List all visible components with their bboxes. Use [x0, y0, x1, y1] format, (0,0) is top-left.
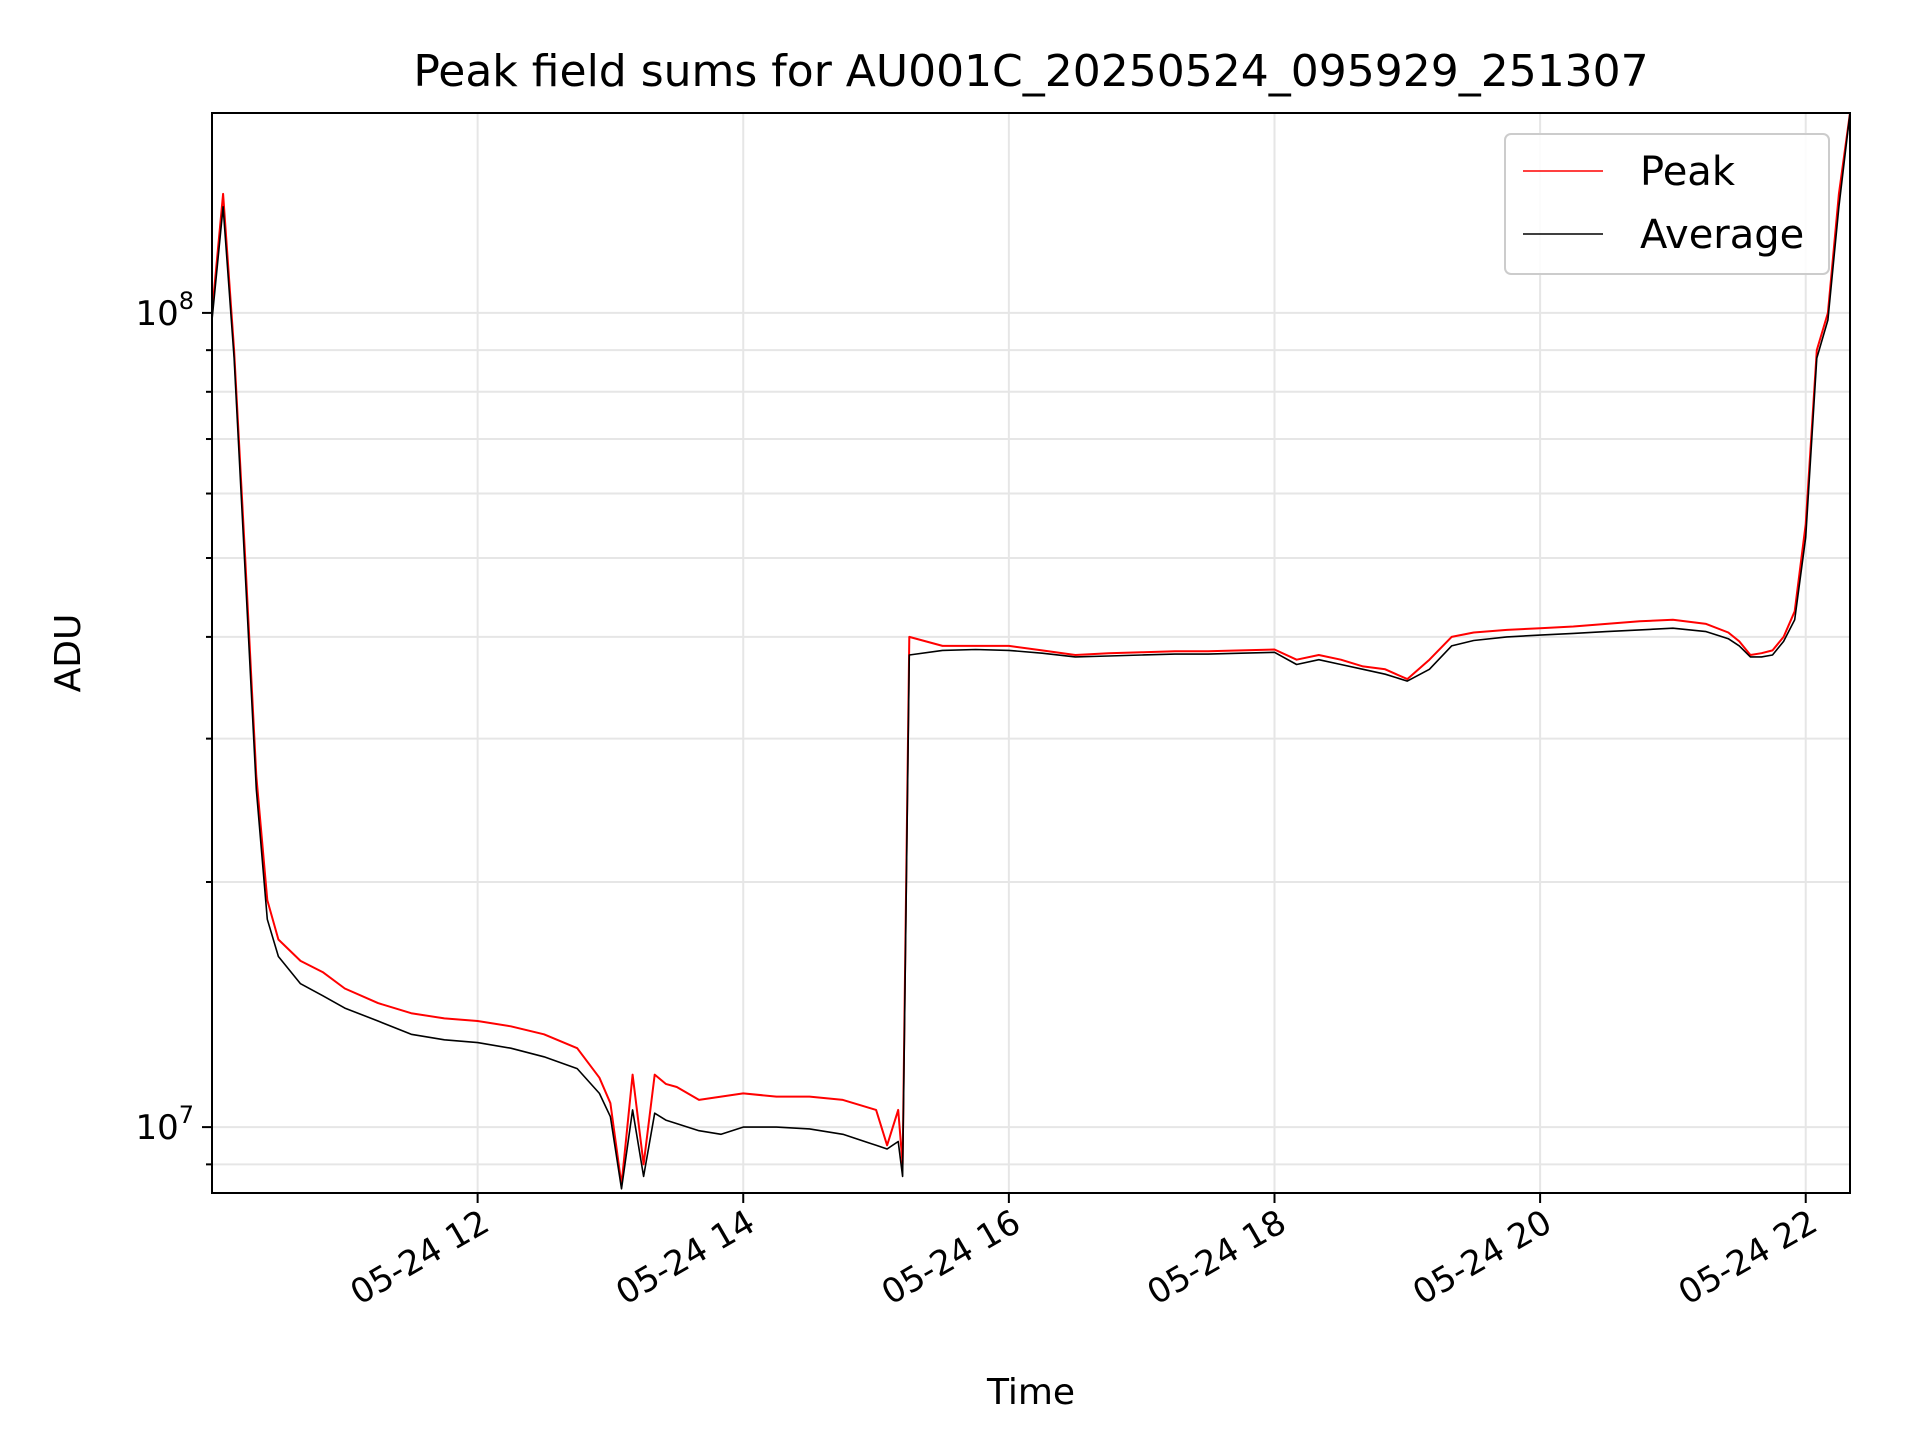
legend-label-average: Average	[1640, 212, 1804, 258]
legend-box	[1504, 133, 1830, 275]
plot-frame	[211, 112, 1851, 1194]
grid	[212, 113, 1850, 1193]
legend-label-peak: Peak	[1640, 149, 1736, 195]
y-axis-label: ADU	[48, 614, 89, 693]
chart-title: Peak field sums for AU001C_20250524_0959…	[413, 46, 1648, 97]
series-layer	[211, 112, 1851, 1190]
series-line-peak	[211, 112, 1851, 1186]
series-line-average	[211, 112, 1851, 1190]
legend: Peak Average	[1504, 133, 1830, 275]
x-axis-label: Time	[986, 1372, 1075, 1413]
